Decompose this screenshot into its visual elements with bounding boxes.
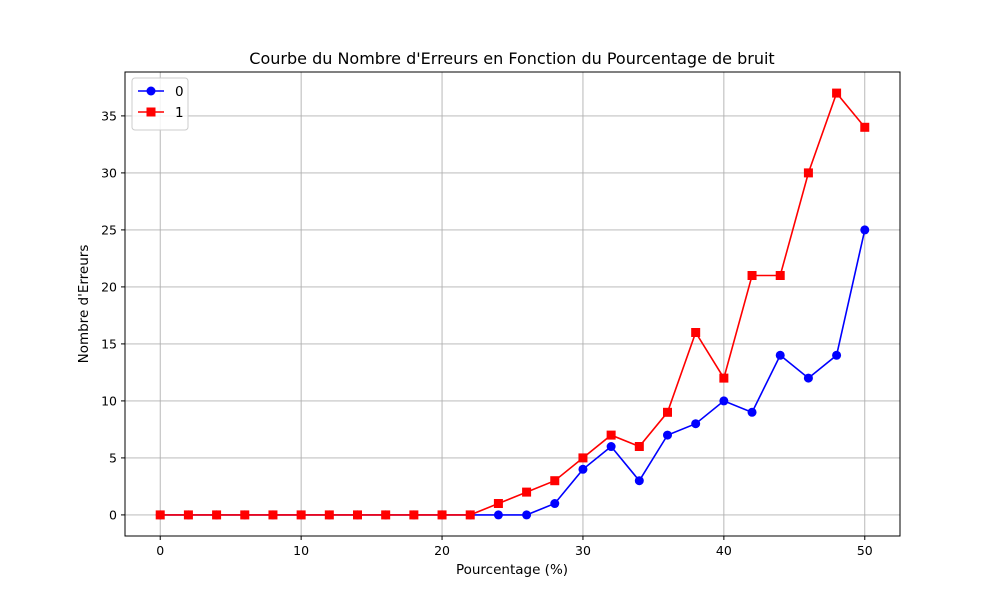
- series-line: [160, 229, 866, 516]
- data-point: [268, 510, 278, 520]
- y-tick-label: 20: [101, 279, 117, 294]
- x-tick-label: 50: [857, 543, 873, 558]
- data-point: [634, 442, 644, 452]
- x-tick-label: 10: [293, 543, 309, 558]
- series-area: [155, 88, 870, 520]
- y-tick-label: 15: [101, 336, 117, 351]
- data-point: [550, 476, 560, 486]
- data-point: [606, 442, 616, 452]
- data-point: [212, 510, 222, 520]
- legend-item: 0: [138, 84, 184, 100]
- data-point: [719, 396, 729, 406]
- data-point: [634, 476, 644, 486]
- data-point: [522, 487, 532, 497]
- data-point: [775, 350, 785, 360]
- data-point: [691, 328, 701, 338]
- legend-marker: [146, 86, 156, 96]
- y-tick-label: 35: [101, 108, 117, 123]
- y-tick-label: 30: [101, 165, 117, 180]
- data-point: [719, 373, 729, 383]
- x-tick-label: 30: [575, 543, 591, 558]
- data-point: [183, 510, 193, 520]
- data-point: [606, 430, 616, 440]
- data-point: [803, 373, 813, 383]
- data-point: [324, 510, 334, 520]
- data-point: [775, 270, 785, 280]
- data-point: [465, 510, 475, 520]
- y-tick-label: 5: [109, 450, 117, 465]
- data-point: [409, 510, 419, 520]
- data-point: [578, 453, 588, 463]
- legend-item: 1: [138, 105, 184, 121]
- data-point: [578, 464, 588, 474]
- data-point: [691, 419, 701, 429]
- grid: [125, 72, 900, 536]
- data-point: [803, 168, 813, 178]
- chart-title: Courbe du Nombre d'Erreurs en Fonction d…: [249, 49, 774, 68]
- x-axis-label: Pourcentage (%): [456, 562, 568, 578]
- legend-label: 1: [175, 105, 184, 121]
- legend-label: 0: [175, 84, 184, 100]
- data-point: [550, 499, 560, 509]
- y-axis-label: Nombre d'Erreurs: [76, 245, 92, 364]
- data-point: [381, 510, 391, 520]
- data-point: [493, 499, 503, 509]
- data-point: [663, 407, 672, 417]
- plot-frame: [124, 71, 901, 537]
- x-tick-label: 40: [716, 543, 732, 558]
- x-tick-label: 0: [156, 543, 164, 558]
- data-point: [663, 430, 672, 440]
- series-1: [155, 88, 870, 520]
- data-point: [296, 510, 306, 520]
- series-line: [160, 91, 866, 516]
- legend: 01: [131, 77, 189, 131]
- y-tick-label: 10: [101, 393, 117, 408]
- data-point: [493, 510, 503, 520]
- axis-ticks: 0 10 20 30 40 50 0 5 10 15 20 25 30 35: [101, 108, 873, 558]
- y-tick-label: 0: [109, 507, 117, 522]
- y-tick-label: 25: [101, 222, 117, 237]
- series-0: [155, 225, 870, 520]
- data-point: [832, 88, 842, 98]
- data-point: [353, 510, 362, 520]
- data-point: [747, 270, 757, 280]
- data-point: [437, 510, 447, 520]
- data-point: [860, 122, 870, 132]
- data-point: [155, 510, 165, 520]
- x-tick-label: 20: [434, 543, 450, 558]
- data-point: [860, 225, 870, 235]
- legend-marker: [146, 107, 156, 117]
- data-point: [240, 510, 250, 520]
- data-point: [832, 350, 842, 360]
- data-point: [747, 407, 757, 417]
- data-point: [522, 510, 532, 520]
